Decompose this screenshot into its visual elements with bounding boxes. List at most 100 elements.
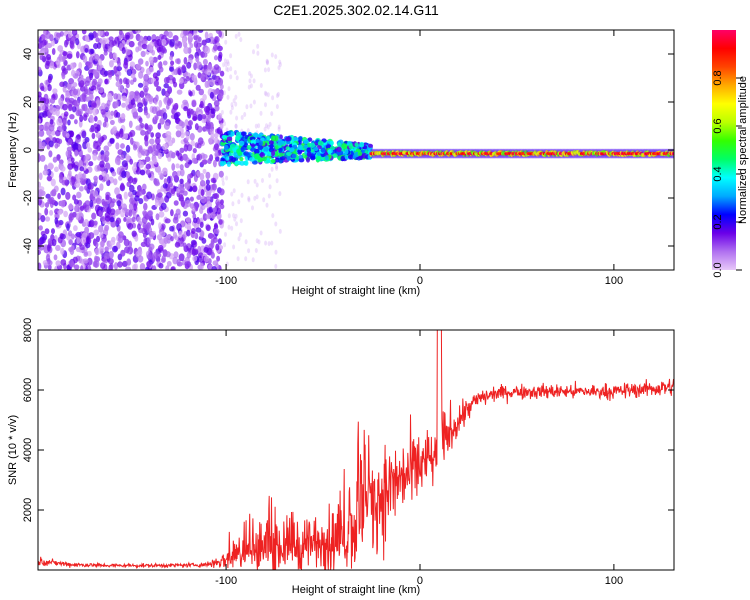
spectrogram-cell [277,124,281,130]
spectrogram-cell [236,148,241,154]
spectrogram-cell [59,165,66,172]
spectrogram-cell [101,201,108,207]
colorbar-tick-label: 0.2 [712,214,724,229]
spectrogram-cell [172,35,179,41]
spectrogram-cell [38,66,42,73]
spectrogram-cell [141,183,147,191]
spectrogram-cell [257,123,261,129]
spectrogram-cell [229,143,236,149]
spectrogram-cell [149,243,155,250]
spectrogram-cell [235,115,239,121]
spectrogram-cell [120,182,125,191]
spectrogram-cell [213,100,220,107]
spectrogram-cell [60,259,67,266]
spectrogram-cell [44,164,48,172]
spectrogram-cell [137,58,144,65]
spectrogram-cell [167,139,174,147]
spectrogram-cell [279,156,286,161]
spectrogram-cell [208,206,213,213]
spectrogram-cell [150,132,155,138]
spectrogram-cell [44,44,49,53]
spectrogram-cell [201,153,208,159]
spectrogram-cell [109,51,113,60]
spectrogram-cell [47,264,52,270]
spectrogram-cell [132,222,137,229]
spectrogram-cell [157,109,163,116]
spectrogram-ylabel: Frequency (Hz) [7,112,19,188]
spectrogram-cell [277,126,281,132]
spectrogram-cell [237,31,241,37]
spectrogram-cell [57,192,61,200]
spectrogram-cell [104,162,111,170]
spectrogram-cell [233,216,237,222]
spectrogram-cell [225,156,230,161]
spectrogram-cell [262,156,267,161]
spectrogram-cell [257,239,261,245]
spectrogram-cell [277,140,283,146]
spectrogram-cell [152,56,158,63]
spectrogram-cell [134,235,139,242]
snr-ytick-label: 4000 [22,438,34,462]
spectrogram-cell [65,149,71,158]
spectrogram-cell [125,78,130,85]
spectrogram-cell [214,222,218,228]
spectrogram-cell [239,37,243,43]
spectrogram-cell [205,184,211,191]
spectrogram-cell [183,144,189,152]
spectrogram-cell [125,153,130,162]
spectrogram-cell [68,78,75,85]
spectrogram-axes: -100 0 100 -40 -20 0 20 40 [22,30,674,287]
spectrogram-cell [194,204,199,211]
spectrogram-cell [191,99,197,108]
spectrogram-cell [137,255,144,263]
spectrogram-cell [113,178,118,186]
colorbar-tick-label: 0.6 [712,118,724,133]
spectrogram-cell [213,55,219,61]
spectrogram-cell [162,60,168,66]
spectrogram-cell [75,231,82,238]
spectrogram-cell [192,248,199,256]
spectrogram-cell [161,38,167,45]
spectrogram-cell [252,78,256,84]
spectrogram-cell [114,100,119,108]
spectrogram-cell [129,61,136,68]
spectrogram-cell [200,74,205,81]
spectrogram-cell [170,209,174,217]
spectrogram-cell [305,156,311,163]
spectrogram-cell [233,70,237,75]
spectrogram-cell [175,163,180,169]
spectrogram-cell [234,33,238,39]
spectrogram-cell [274,263,278,269]
snr-ytick-label: 6000 [22,378,34,402]
spectrogram-cell [104,246,109,253]
spectrogram-cell [74,100,80,107]
spectrogram-cell [246,152,251,158]
spectrogram-cell [215,243,220,251]
spectrogram-cell [215,156,220,162]
spectrogram-cell [170,266,176,270]
spectrogram-cell [44,125,49,132]
spectrogram-cell [169,55,173,61]
spectrogram-cell [90,48,95,54]
spectrogram-cell [112,52,118,60]
spectrogram-cell [230,191,234,197]
spectrogram-cell [63,210,68,218]
spectrogram-cell [251,205,254,211]
spectrogram-cell [246,179,250,185]
spectrogram-cell [201,159,208,165]
spectrogram-cell [147,209,154,217]
spectrogram-cell [105,194,110,201]
spectrogram-cell [199,100,204,108]
spectrogram-cell [103,145,110,152]
spectrogram-cell [237,236,241,242]
spectrogram-cell [252,99,256,105]
spectrogram-cell [203,246,209,253]
spectrogram-cell [265,202,269,208]
spectrogram-cell [60,200,66,208]
spectrogram-ytick-label: -40 [22,238,34,254]
spectrogram-cell [187,173,192,182]
spectrogram-cell [117,84,124,92]
snr-xlabel: Height of straight line (km) [292,584,420,596]
spectrogram-cell [158,211,165,218]
spectrogram-cell [205,122,211,130]
